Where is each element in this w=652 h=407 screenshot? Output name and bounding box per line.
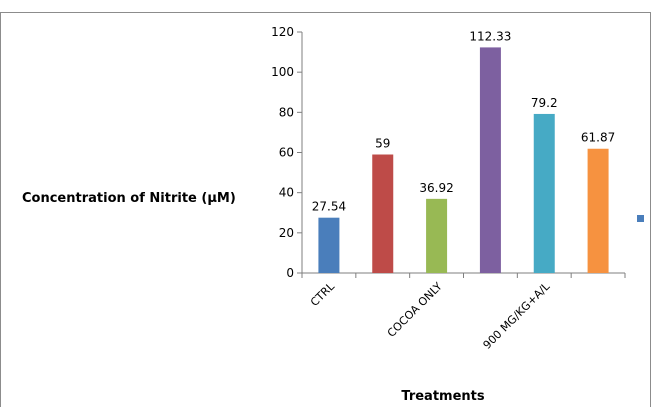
x-tick-label: 900 MG/KG+A/L xyxy=(481,279,553,351)
y-tick-label: 100 xyxy=(271,65,294,79)
x-axis-label: Treatments xyxy=(401,389,484,404)
y-tick-label: 20 xyxy=(279,226,294,240)
x-tick-label: COCOA ONLY xyxy=(385,280,445,340)
data-label: 112.33 xyxy=(469,29,511,43)
legend xyxy=(637,215,644,222)
bars: 27.54 59 36.92 112.33 79.2 61.87 xyxy=(312,29,615,273)
bar xyxy=(479,47,501,273)
data-label: 61.87 xyxy=(581,131,615,145)
y-tick-label: 40 xyxy=(279,186,294,200)
bar xyxy=(587,148,609,273)
bar xyxy=(426,198,448,273)
data-label: 27.54 xyxy=(312,200,346,214)
y-tick-label: 0 xyxy=(286,266,294,280)
y-tick-label: 80 xyxy=(279,105,294,119)
chart-frame xyxy=(0,12,651,407)
bar xyxy=(533,113,555,273)
legend-marker xyxy=(637,215,644,222)
data-label: 36.92 xyxy=(419,181,453,195)
bar xyxy=(372,154,394,273)
data-label: 59 xyxy=(375,137,390,151)
y-tick-label: 120 xyxy=(271,25,294,39)
x-tick-label: CTRL xyxy=(308,279,338,309)
bar xyxy=(318,217,340,273)
y-tick-label: 60 xyxy=(279,146,294,160)
y-axis-label: Concentration of Nitrite (µM) xyxy=(22,191,236,206)
data-label: 79.2 xyxy=(531,96,558,110)
